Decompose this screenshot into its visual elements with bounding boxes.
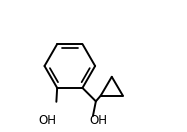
Text: OH: OH [39, 114, 57, 127]
Text: OH: OH [89, 114, 107, 127]
